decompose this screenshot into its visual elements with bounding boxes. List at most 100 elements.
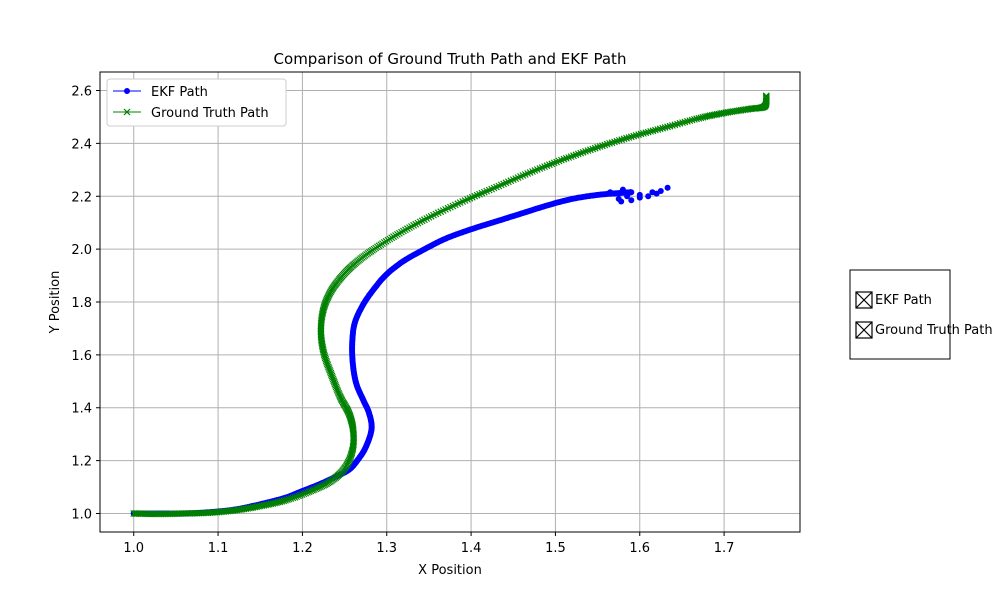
data-point [679,119,686,126]
legend-gt-label: Ground Truth Path [151,106,269,121]
data-point [640,130,647,137]
data-point [620,135,628,143]
data-point [611,138,618,146]
data-point [657,188,664,194]
data-point [587,146,594,154]
data-point [601,141,609,149]
data-point [300,490,308,498]
secondary-legend-ekf-icon [855,291,873,309]
data-point [345,410,353,418]
y-tick-label: 1.6 [71,349,92,364]
data-point [400,227,407,235]
y-tick-label: 1.0 [71,507,92,522]
data-point [613,137,621,145]
data-point [398,228,405,236]
data-point [681,118,689,126]
data-point [623,134,630,142]
data-point [291,493,299,501]
x-tick-label: 1.0 [123,541,144,556]
legend-ekf-label: EKF Path [151,85,208,100]
y-tick-label: 1.8 [71,296,92,311]
secondary-legend: EKF Path Ground Truth Path [849,269,993,360]
data-point [589,145,597,153]
data-point [652,126,659,134]
data-point [388,234,396,242]
data-point [296,491,304,499]
x-tick-label: 1.3 [376,541,397,556]
legend: EKF Path Ground Truth Path [106,78,287,127]
data-point [404,225,411,233]
series-line [133,95,767,515]
data-point [396,229,403,237]
data-point [289,494,297,502]
x-tick-label: 1.1 [208,541,229,556]
y-tick-label: 2.4 [71,137,92,152]
data-point [606,140,613,147]
data-point [762,92,770,100]
secondary-legend-ekf-label: EKF Path [875,293,932,308]
data-point [618,136,626,144]
x-tick-label: 1.6 [629,541,650,556]
data-point [298,491,306,498]
data-point [603,140,611,148]
data-point [596,143,604,150]
data-point [630,132,638,140]
y-axis-label: Y Position [48,271,63,335]
data-point [669,122,676,129]
data-point [619,186,626,193]
data-point [280,497,288,505]
data-point [594,143,601,151]
data-point [572,151,580,159]
data-point [664,123,671,131]
y-tick-label: 1.2 [71,455,92,470]
x-tick-label: 1.5 [545,541,566,556]
data-point [584,147,592,154]
series-layer [130,92,770,518]
data-point [392,232,399,239]
data-point [285,495,293,503]
data-point [607,189,614,196]
y-tick-label: 1.4 [71,402,92,417]
data-point [394,231,401,238]
data-point [647,128,654,135]
data-point [659,124,667,132]
data-point [562,154,570,162]
data-point [627,133,635,141]
data-point [282,496,289,504]
data-point [618,198,625,205]
data-point [632,132,640,139]
legend-gt-marker [123,108,131,116]
y-tick-label: 2.6 [71,85,92,100]
data-point [656,125,664,133]
data-point [406,224,413,231]
data-point [624,193,631,200]
legend-ekf-marker [124,88,130,94]
data-point [287,495,295,502]
data-point [302,489,310,497]
data-point [402,226,409,234]
grid [100,72,800,532]
data-point [666,122,674,130]
data-point [284,496,291,504]
legend-box [106,78,287,127]
data-point [636,191,643,198]
data-point [577,149,585,157]
x-axis-label: X Position [418,563,482,578]
x-tick-label: 1.4 [461,541,482,556]
data-point [599,142,606,150]
data-point [676,119,684,127]
data-point [295,492,302,500]
data-point [628,189,635,196]
x-tick-label: 1.7 [714,541,735,556]
data-point [654,126,662,133]
data-point [615,137,623,144]
data-point [625,134,633,141]
x-tick-label: 1.2 [292,541,313,556]
data-point [410,221,417,229]
data-point [384,236,392,244]
series-ground-truth-path [130,92,770,518]
data-point [644,128,652,136]
data-point [628,197,635,204]
data-point [132,510,140,517]
